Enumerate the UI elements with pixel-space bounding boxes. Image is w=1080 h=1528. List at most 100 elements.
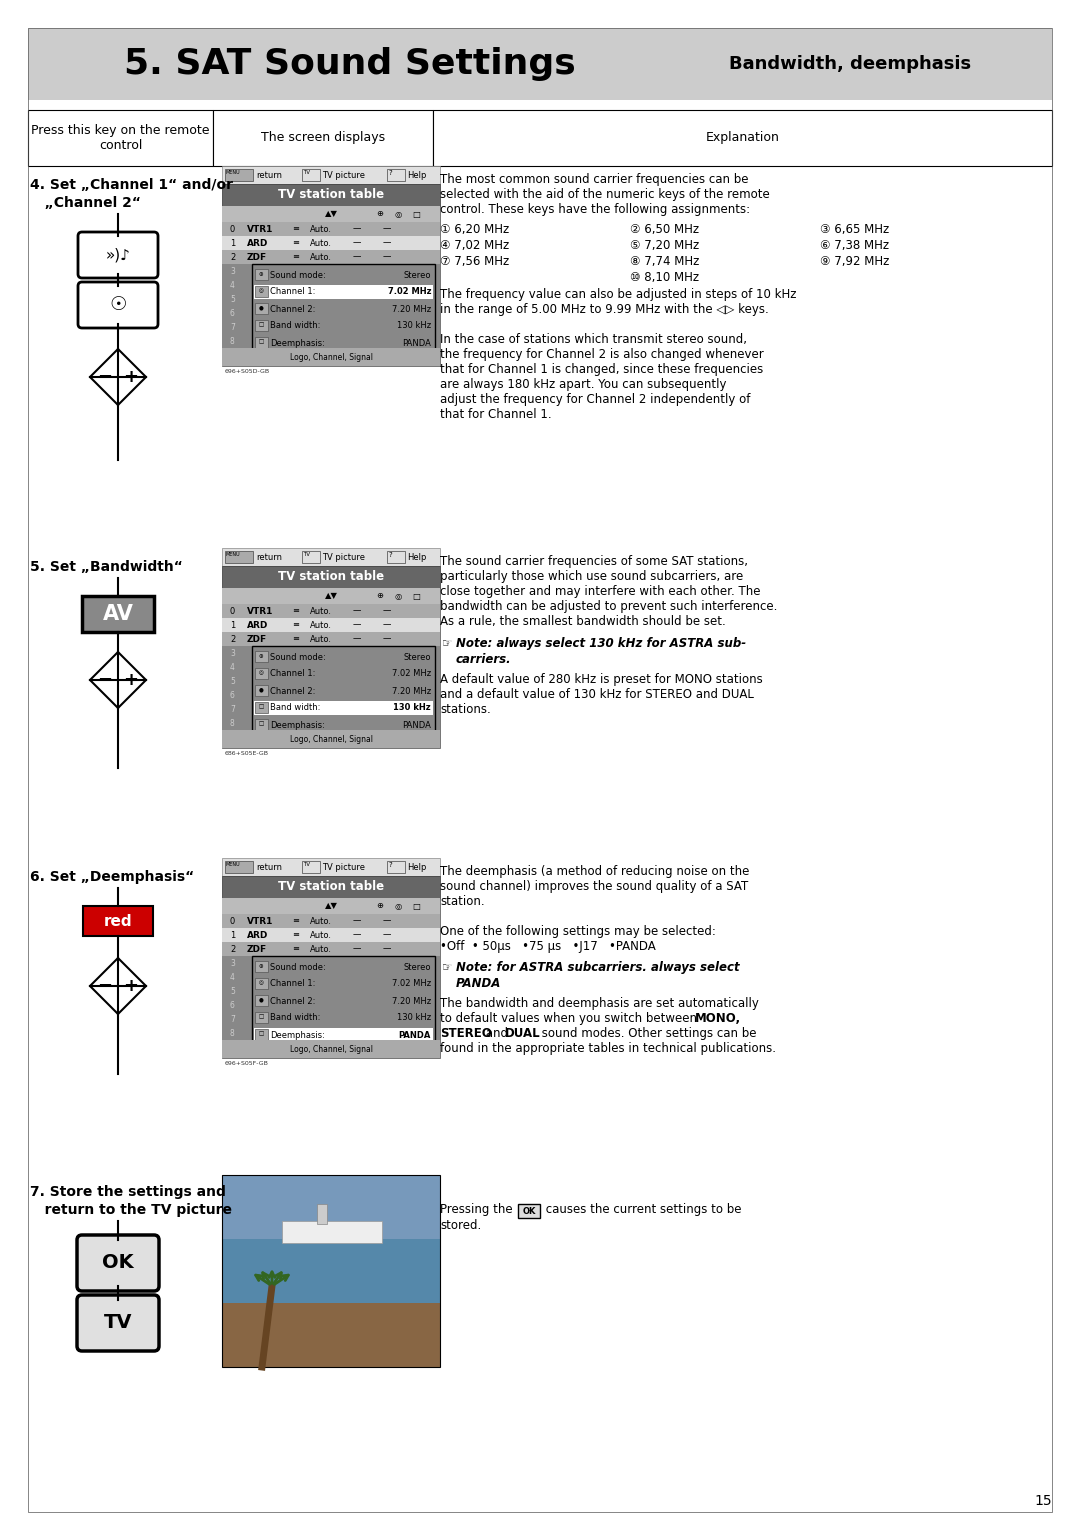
Text: Help: Help [407, 862, 427, 871]
Bar [222, 206, 440, 367]
Text: ≡: ≡ [292, 620, 299, 630]
Text: ⑩ 8,10 MHz: ⑩ 8,10 MHz [630, 270, 699, 284]
Text: ≡: ≡ [292, 944, 299, 953]
Bar [302, 552, 320, 562]
Bar [222, 859, 440, 876]
Text: 130 kHz: 130 kHz [393, 703, 431, 712]
Text: control. These keys have the following assignments:: control. These keys have the following a… [440, 203, 751, 215]
Bar [255, 1012, 268, 1024]
Bar [222, 998, 440, 1012]
Text: TV: TV [303, 170, 310, 176]
Text: adjust the frequency for Channel 2 independently of: adjust the frequency for Channel 2 indep… [440, 393, 751, 406]
Bar [222, 688, 440, 701]
Text: 5: 5 [230, 677, 234, 686]
Text: ⑥ 7,38 MHz: ⑥ 7,38 MHz [820, 238, 889, 252]
Bar [225, 552, 253, 562]
Bar [222, 264, 440, 278]
Text: return: return [256, 171, 282, 179]
Text: ⑤ 7,20 MHz: ⑤ 7,20 MHz [630, 238, 699, 252]
Text: 7: 7 [230, 1015, 234, 1024]
Text: 1: 1 [230, 238, 235, 248]
Text: 0: 0 [230, 225, 235, 234]
Text: ☞: ☞ [442, 637, 453, 649]
Text: ARD: ARD [247, 238, 268, 248]
Bar [387, 170, 405, 180]
Text: ⊕: ⊕ [259, 272, 264, 277]
Text: 7.02 MHz: 7.02 MHz [392, 669, 431, 678]
Text: ⑨ 7,92 MHz: ⑨ 7,92 MHz [820, 255, 889, 267]
Bar [222, 1041, 440, 1057]
Bar [82, 596, 154, 633]
Text: □: □ [413, 209, 420, 219]
Text: 696+S05F-GB: 696+S05F-GB [225, 1060, 269, 1067]
Text: Logo, Channel, Signal: Logo, Channel, Signal [289, 735, 373, 744]
Text: ◎: ◎ [394, 902, 402, 911]
Text: Help: Help [407, 553, 427, 561]
Text: 0: 0 [230, 917, 235, 926]
Bar [222, 588, 440, 749]
Text: The bandwidth and deemphasis are set automatically: The bandwidth and deemphasis are set aut… [440, 996, 759, 1010]
Text: 3: 3 [230, 648, 234, 657]
Text: Channel 2:: Channel 2: [270, 686, 315, 695]
Bar [433, 110, 1052, 167]
Text: Band width:: Band width: [270, 703, 321, 712]
Text: Note: for ASTRA subcarriers. always select: Note: for ASTRA subcarriers. always sele… [456, 961, 740, 973]
Text: Bandwidth, deemphasis: Bandwidth, deemphasis [729, 55, 971, 73]
Bar [222, 306, 440, 319]
Bar [222, 701, 440, 717]
Text: OK: OK [523, 1207, 536, 1215]
Text: in the range of 5.00 MHz to 9.99 MHz with the ◁▷ keys.: in the range of 5.00 MHz to 9.99 MHz wit… [440, 303, 769, 316]
Bar [222, 565, 440, 588]
Text: STEREO: STEREO [440, 1027, 491, 1041]
Bar [222, 1239, 440, 1303]
Text: ④ 7,02 MHz: ④ 7,02 MHz [440, 238, 510, 252]
Text: Band width:: Band width: [270, 321, 321, 330]
Text: □: □ [258, 704, 264, 709]
Bar [255, 685, 268, 695]
Bar [222, 957, 440, 970]
Text: ?: ? [388, 862, 392, 868]
Text: 7: 7 [230, 704, 234, 714]
Text: TV station table: TV station table [278, 570, 384, 584]
Bar [222, 1175, 440, 1303]
Text: bandwidth can be adjusted to prevent such interference.: bandwidth can be adjusted to prevent suc… [440, 601, 778, 613]
Bar [222, 604, 440, 617]
Bar [252, 264, 435, 351]
Text: —: — [382, 238, 391, 248]
Text: AV: AV [103, 604, 134, 623]
Bar [222, 717, 440, 730]
Bar [252, 646, 435, 733]
Text: 686+S05E-GB: 686+S05E-GB [225, 750, 269, 756]
Text: —: — [353, 225, 361, 234]
FancyBboxPatch shape [77, 1296, 159, 1351]
Bar [222, 319, 440, 335]
Text: ⊕: ⊕ [377, 591, 383, 601]
Text: MENU: MENU [226, 170, 241, 176]
Text: MENU: MENU [226, 862, 241, 866]
Bar [222, 1012, 440, 1025]
Text: carriers.: carriers. [456, 652, 512, 666]
Bar [255, 720, 268, 730]
Text: 0: 0 [230, 607, 235, 616]
Text: 5. Set „Bandwidth“: 5. Set „Bandwidth“ [30, 559, 183, 575]
Polygon shape [90, 348, 146, 405]
Text: 6: 6 [230, 1001, 234, 1010]
Text: station.: station. [440, 895, 485, 908]
Text: The sound carrier frequencies of some SAT stations,: The sound carrier frequencies of some SA… [440, 555, 748, 568]
Text: □: □ [258, 721, 264, 726]
Bar [255, 338, 268, 348]
Text: ◎: ◎ [394, 209, 402, 219]
Bar [254, 1028, 433, 1042]
Bar [222, 617, 440, 633]
Text: 7.02 MHz: 7.02 MHz [392, 979, 431, 989]
Text: Channel 1:: Channel 1: [270, 669, 315, 678]
Text: —: — [382, 252, 391, 261]
Text: DUAL: DUAL [505, 1027, 541, 1041]
Bar [255, 651, 268, 662]
Text: Auto.: Auto. [310, 607, 332, 616]
Text: 4: 4 [230, 663, 234, 671]
Text: Note: always select 130 kHz for ASTRA sub-: Note: always select 130 kHz for ASTRA su… [456, 637, 746, 649]
Text: Channel 1:: Channel 1: [270, 979, 315, 989]
Bar [222, 876, 440, 898]
Text: ●: ● [258, 306, 264, 310]
